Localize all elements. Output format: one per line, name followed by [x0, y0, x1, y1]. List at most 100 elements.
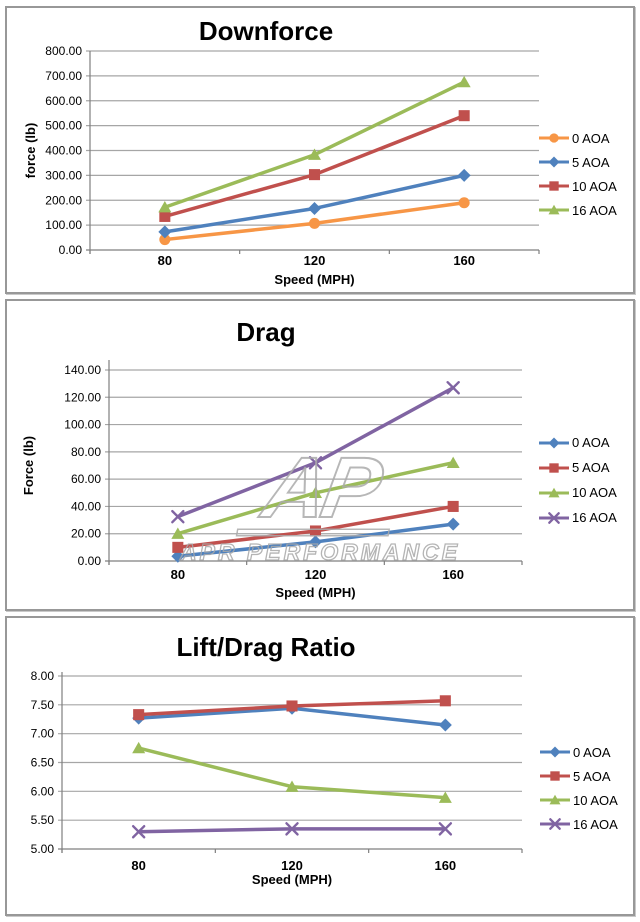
y-tick-label: 100.00	[64, 418, 101, 432]
y-tick-label: 7.00	[31, 727, 55, 741]
series-0-aoa	[159, 197, 470, 246]
legend-item: 16 AOA	[539, 505, 617, 530]
legend-label: 0 AOA	[572, 130, 610, 146]
legend-swatch-icon	[539, 203, 569, 217]
x-tick-label: 160	[434, 858, 456, 873]
y-tick-label: 20.00	[71, 527, 101, 541]
legend-swatch-icon	[539, 436, 569, 450]
series-10-aoa	[159, 110, 470, 222]
y-tick-label: 0.00	[59, 243, 83, 257]
data-point	[308, 148, 321, 160]
legend-swatch-icon	[539, 511, 569, 525]
legend-item: 5 AOA	[540, 764, 618, 788]
legend-swatch-canvas	[540, 746, 570, 758]
x-tick-label: 120	[281, 858, 303, 873]
data-point	[548, 511, 560, 524]
x-tick-label: 120	[304, 253, 326, 268]
y-tick-label: 7.50	[31, 698, 55, 712]
legend-label: 16 AOA	[572, 510, 617, 525]
data-point	[549, 818, 561, 830]
legend-swatch-icon	[540, 793, 570, 807]
legend-item: 0 AOA	[539, 126, 617, 150]
legend-item: 10 AOA	[539, 480, 617, 505]
legend-label: 10 AOA	[572, 178, 617, 194]
legend-label: 10 AOA	[573, 792, 618, 808]
legend-label: 5 AOA	[573, 768, 611, 784]
data-point	[308, 201, 321, 215]
data-point	[438, 822, 453, 836]
legend-swatch-icon	[539, 486, 569, 500]
y-tick-label: 0.00	[78, 554, 102, 568]
y-axis-title: force (lb)	[23, 122, 38, 179]
y-tick-label: 600.00	[45, 94, 82, 108]
data-point	[458, 197, 470, 209]
x-tick-label: 160	[442, 567, 464, 582]
data-point	[159, 210, 171, 222]
downforce-chart-panel: 0.00 100.00 200.00 300.00 400.00 500.00 600.00…	[5, 6, 635, 294]
data-point	[549, 181, 559, 191]
x-axis-title: Speed (MPH)	[251, 872, 333, 887]
downforce-chart-canvas: 0.00 100.00 200.00 300.00 400.00 500.00 600.00…	[45, 44, 540, 268]
y-axis-title: Force (lb)	[21, 435, 36, 496]
legend-label: 10 AOA	[572, 485, 617, 500]
y-tick-label: 80.00	[71, 445, 101, 459]
data-point	[439, 695, 451, 707]
legend-item: 5 AOA	[539, 150, 617, 174]
chart-title-drag: Drag	[236, 317, 296, 347]
series-5-aoa	[158, 168, 471, 239]
legend-swatch-canvas	[539, 437, 569, 448]
drag-chart-canvas: 0.00 20.00 40.00 60.00 80.00 100.00 120.00 140.…	[64, 360, 523, 582]
data-point	[447, 500, 459, 512]
data-point	[308, 217, 321, 229]
y-tick-label: 6.00	[31, 784, 55, 798]
legend-label: 5 AOA	[572, 154, 610, 170]
y-tick-label: 400.00	[45, 144, 82, 158]
y-tick-label: 5.00	[31, 842, 55, 856]
data-point	[549, 794, 561, 805]
legend-swatch-canvas	[539, 133, 569, 143]
data-point	[171, 549, 185, 563]
data-point	[548, 156, 560, 168]
legend-item: 5 AOA	[539, 455, 617, 480]
series-line	[176, 461, 455, 536]
series-line	[163, 113, 466, 219]
legend-swatch-canvas	[539, 204, 569, 215]
legend-swatch-icon	[539, 131, 569, 145]
data-point	[309, 535, 322, 549]
x-tick-label: 80	[158, 253, 172, 268]
legend-label: 16 AOA	[572, 202, 617, 218]
y-tick-label: 120.00	[64, 390, 101, 404]
y-tick-label: 60.00	[71, 472, 101, 486]
series-5-aoa	[172, 500, 459, 553]
data-point	[549, 462, 559, 473]
legend-swatch-icon	[539, 461, 569, 475]
data-point	[549, 133, 559, 143]
legend-item: 0 AOA	[539, 430, 617, 455]
gridlines-and-y-ticks: 0.00 100.00 200.00 300.00 400.00 500.00 600.00…	[45, 44, 539, 257]
x-axis-title: Speed (MPH)	[274, 272, 355, 287]
series-5-aoa	[133, 695, 451, 721]
data-point	[158, 201, 172, 213]
legend-label: 0 AOA	[573, 744, 611, 760]
y-tick-label: 100.00	[45, 218, 82, 232]
x-tick-label: 160	[453, 253, 475, 268]
data-point	[133, 709, 145, 721]
chart-title-lift-drag-ratio: Lift/Drag Ratio	[176, 632, 356, 662]
legend-swatch-canvas	[539, 462, 569, 473]
data-point	[438, 718, 452, 732]
data-point	[446, 456, 460, 468]
legend-swatch-icon	[539, 155, 569, 169]
data-point	[308, 456, 323, 470]
x-axis-title: Speed (MPH)	[275, 585, 356, 600]
legend-item: 16 AOA	[539, 198, 617, 222]
legend-label: 5 AOA	[572, 460, 610, 475]
legend-label: 0 AOA	[572, 435, 610, 450]
series-16-aoa	[171, 381, 460, 524]
data-point	[446, 381, 460, 395]
data-point	[172, 541, 184, 553]
legend-item: 0 AOA	[540, 740, 618, 764]
data-point	[438, 791, 452, 803]
data-point	[131, 824, 146, 839]
y-tick-label: 500.00	[45, 119, 82, 133]
